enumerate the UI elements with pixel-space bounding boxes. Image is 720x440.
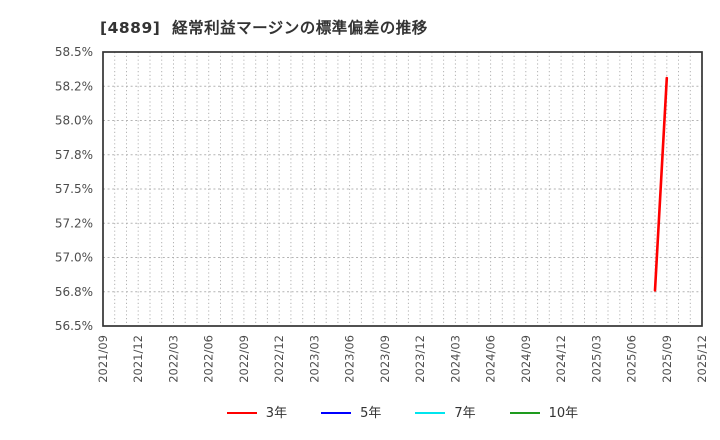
chart-title: [4889] 経常利益マージンの標準偏差の推移 [100, 19, 428, 37]
y-axis-tick-label: 58.5% [55, 45, 93, 59]
x-axis-tick-label: 2025/06 [625, 335, 639, 383]
x-axis-tick-label: 2025/03 [589, 335, 603, 383]
y-axis-tick-label: 56.8% [55, 285, 93, 299]
x-axis-tick-label: 2023/06 [343, 335, 357, 383]
legend-label: 10年 [548, 405, 579, 421]
x-axis-tick-label: 2024/09 [519, 335, 533, 383]
x-axis-tick-label: 2021/09 [96, 335, 110, 383]
legend-item-2: 5年 [321, 407, 381, 420]
x-axis-tick-label: 2023/09 [378, 335, 392, 383]
legend-label: 7年 [454, 405, 476, 421]
x-axis-tick-label: 2022/06 [202, 335, 216, 383]
x-axis-tick-label: 2025/09 [660, 335, 674, 383]
x-axis-tick-label: 2024/06 [484, 335, 498, 383]
chart-legend: 3年 5年 7年 10年 [103, 401, 702, 425]
legend-label: 3年 [265, 405, 288, 421]
legend-item-1: 3年 [226, 405, 288, 421]
y-axis-tick-label: 57.2% [55, 216, 93, 230]
y-axis-tick-label: 56.5% [55, 319, 93, 333]
x-axis-tick-label: 2022/09 [237, 335, 251, 383]
x-axis-tick-label: 2023/03 [307, 335, 321, 383]
x-axis-tick-label: 2022/03 [167, 335, 181, 383]
y-axis-tick-label: 57.8% [55, 148, 93, 162]
x-axis-tick-label: 2021/12 [131, 335, 145, 383]
y-axis-tick-label: 57.5% [55, 182, 93, 196]
x-axis-tick-label: 2024/03 [448, 335, 462, 383]
legend-line-swatch [321, 412, 352, 414]
x-axis-tick-label: 2023/12 [413, 335, 427, 383]
y-axis-tick-label: 58.2% [55, 79, 93, 93]
y-axis-tick-label: 57.0% [55, 251, 93, 265]
x-axis-tick-label: 2024/12 [554, 335, 568, 383]
legend-label: 5年 [360, 405, 382, 421]
legend-item-4: 10年 [509, 405, 579, 421]
x-axis-tick-label: 2025/12 [695, 335, 709, 383]
y-axis-tick-label: 58.0% [55, 114, 93, 128]
legend-item-3: 7年 [415, 405, 476, 421]
x-axis-tick-label: 2022/12 [272, 335, 286, 383]
series-line-3年 [653, 76, 669, 292]
legend-line-swatch [226, 412, 257, 414]
legend-line-swatch [415, 412, 446, 414]
legend-line-swatch [509, 412, 540, 414]
plot-border [102, 51, 703, 327]
